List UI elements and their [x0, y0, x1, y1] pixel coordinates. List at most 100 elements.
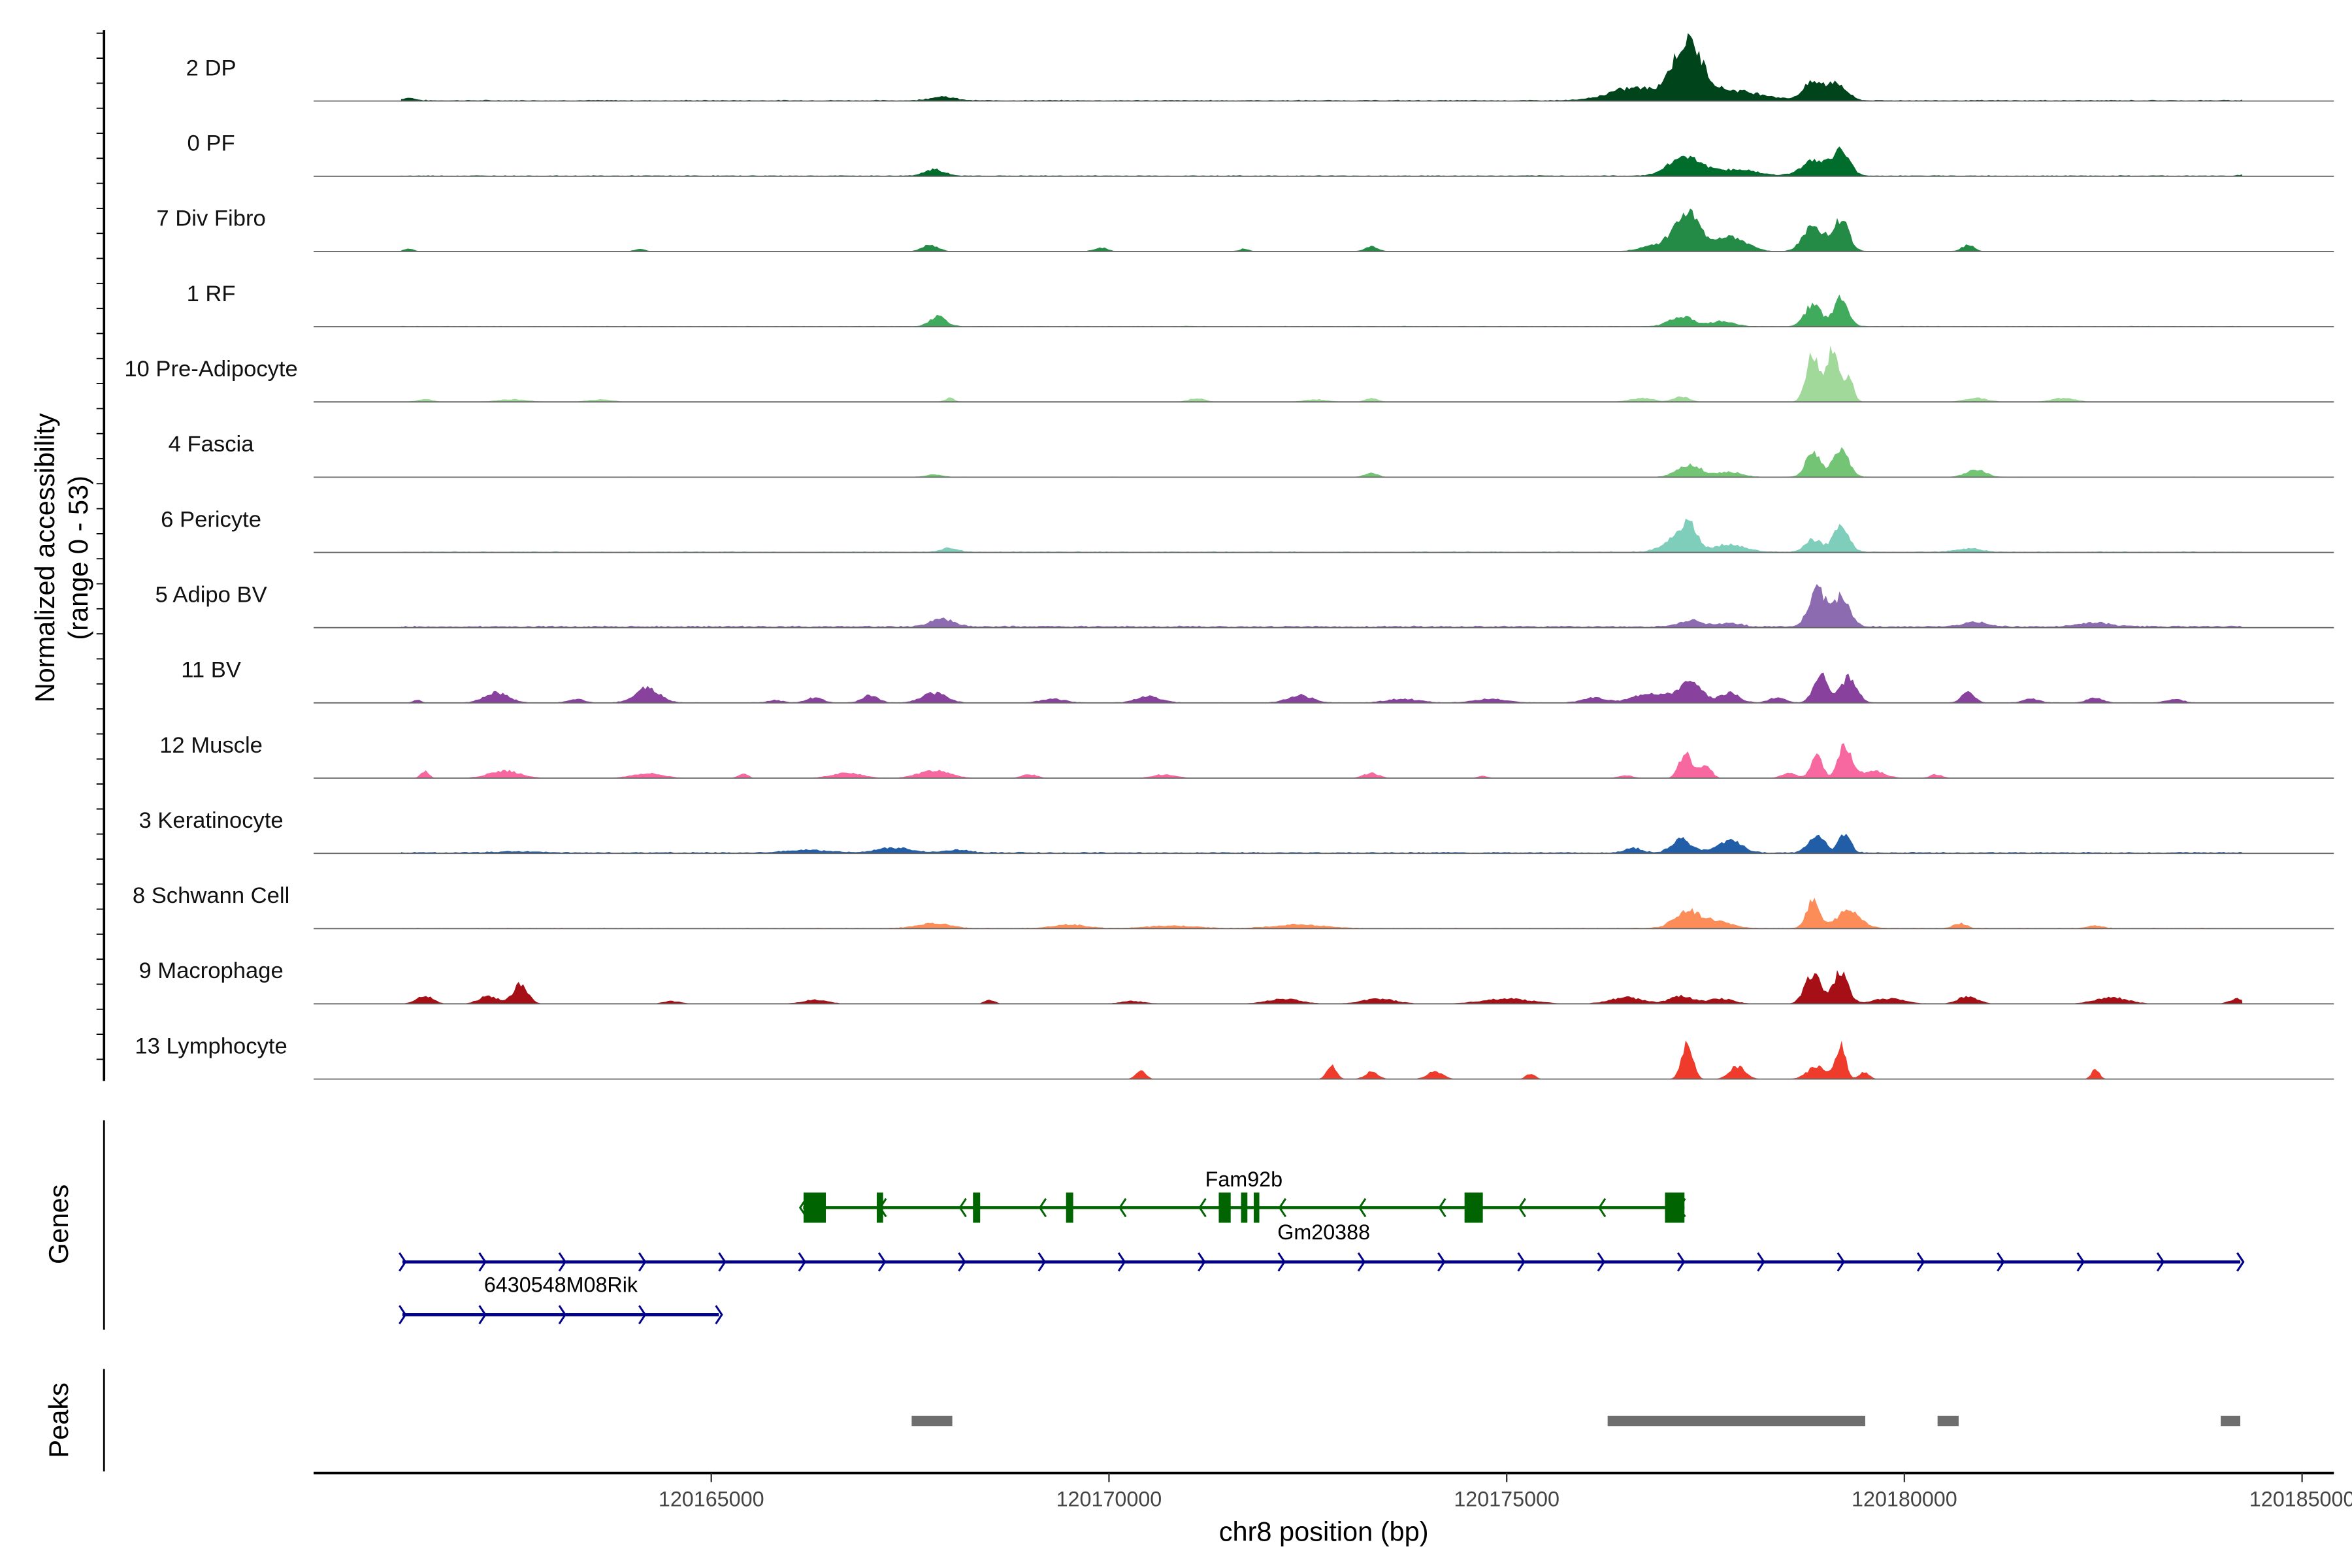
gene-label-fam92b: Fam92b — [1205, 1168, 1282, 1191]
strand-arrow-icon — [715, 1305, 723, 1324]
strand-arrow-icon — [478, 1305, 487, 1324]
track-0-pf: 0 PF — [188, 131, 2334, 177]
track-label: 10 Pre-Adipocyte — [124, 357, 298, 382]
y-axis-range-label: (range 0 - 53) — [63, 476, 93, 640]
coverage-area — [400, 518, 2243, 553]
gene-gm20388 — [399, 1252, 2245, 1272]
coverage-area — [400, 970, 2243, 1004]
exon — [1241, 1192, 1248, 1223]
strand-arrow-icon — [1037, 1252, 1046, 1272]
x-tick-label: 120180000 — [1852, 1487, 1957, 1511]
y-axis-ticks — [96, 32, 105, 1060]
coverage-area — [400, 834, 2243, 854]
track-label: 13 Lymphocyte — [135, 1034, 287, 1058]
peak-region — [911, 1415, 953, 1427]
track-10-pre-adipocyte: 10 Pre-Adipocyte — [124, 345, 2334, 403]
exon — [1254, 1192, 1260, 1223]
strand-arrow-icon — [558, 1305, 567, 1324]
x-tick-label: 120185000 — [2249, 1487, 2352, 1511]
gene-6430548m08rik — [399, 1305, 723, 1324]
strand-arrow-icon — [798, 1252, 806, 1272]
coverage-area — [400, 208, 2243, 252]
track-label: 9 Macrophage — [139, 958, 283, 983]
gene-label-gm20388: Gm20388 — [1277, 1220, 1370, 1244]
y-axis-label: Normalized accessibility — [29, 413, 60, 702]
track-11-bv: 11 BV — [181, 658, 2334, 704]
track-label: 1 RF — [187, 282, 236, 306]
coverage-area — [400, 33, 2243, 101]
exon — [1464, 1192, 1483, 1223]
strand-arrow-icon — [1357, 1252, 1366, 1272]
strand-arrow-icon — [1517, 1252, 1526, 1272]
strand-arrow-icon — [558, 1252, 567, 1272]
coverage-area — [400, 672, 2243, 703]
track-label: 4 Fascia — [169, 432, 255, 457]
strand-arrow-icon — [1916, 1252, 1925, 1272]
coverage-area — [400, 294, 2243, 327]
track-label: 12 Muscle — [159, 733, 263, 758]
track-label: 7 Div Fibro — [156, 206, 265, 231]
track-9-macrophage: 9 Macrophage — [139, 958, 2334, 1005]
peak-region — [1937, 1415, 1959, 1427]
strand-arrow-icon — [958, 1252, 966, 1272]
gene-annotations — [399, 1192, 2245, 1324]
strand-arrow-icon — [1278, 1198, 1287, 1218]
track-4-fascia: 4 Fascia — [169, 432, 2334, 478]
strand-arrow-icon — [1198, 1198, 1207, 1218]
track-3-keratinocyte: 3 Keratinocyte — [139, 808, 2334, 855]
strand-arrow-icon — [399, 1252, 407, 1272]
coverage-area — [400, 1040, 2243, 1079]
coverage-area — [400, 447, 2243, 478]
strand-arrow-icon — [1437, 1252, 1446, 1272]
x-tick-label: 120165000 — [659, 1487, 764, 1511]
coverage-area — [400, 345, 2243, 402]
strand-arrow-icon — [1117, 1252, 1126, 1272]
track-label: 5 Adipo BV — [155, 582, 267, 607]
track-6-pericyte: 6 Pericyte — [161, 507, 2334, 553]
track-8-schwann-cell: 8 Schwann Cell — [133, 883, 2334, 930]
track-1-rf: 1 RF — [187, 282, 2334, 327]
strand-arrow-icon — [1597, 1252, 1606, 1272]
strand-arrow-icon — [399, 1305, 407, 1324]
x-axis-ticks: 120165000 120170000 120175000 120180000 1201… — [659, 1473, 2352, 1511]
strand-arrow-icon — [1518, 1198, 1526, 1218]
track-5-adipo-bv: 5 Adipo BV — [155, 582, 2334, 629]
peak-region — [1607, 1415, 1865, 1427]
strand-arrow-icon — [638, 1252, 647, 1272]
strand-arrow-icon — [1277, 1252, 1286, 1272]
track-13-lymphocyte: 13 Lymphocyte — [135, 1034, 2334, 1080]
exon — [1066, 1192, 1073, 1223]
coverage-area — [400, 898, 2243, 929]
gene-label-6430548m08rik: 6430548M08Rik — [484, 1273, 638, 1297]
strand-arrow-icon — [1997, 1252, 2005, 1272]
track-7-div-fibro: 7 Div Fibro — [156, 206, 2334, 252]
coverage-area — [400, 743, 2243, 778]
track-label: 6 Pericyte — [161, 507, 261, 532]
exon — [876, 1192, 883, 1223]
strand-arrow-icon — [1358, 1198, 1367, 1218]
peak-regions — [911, 1415, 2241, 1427]
exon — [803, 1192, 826, 1223]
strand-arrow-icon — [718, 1252, 727, 1272]
exon — [1218, 1192, 1231, 1223]
peaks-panel-label: Peaks — [43, 1382, 74, 1458]
peak-region — [2221, 1415, 2241, 1427]
genes-panel-label: Genes — [43, 1184, 74, 1264]
strand-arrow-icon — [958, 1198, 967, 1218]
x-tick-label: 120170000 — [1056, 1487, 1162, 1511]
track-label: 3 Keratinocyte — [139, 808, 283, 833]
coverage-area — [400, 146, 2243, 176]
track-label: 11 BV — [181, 658, 241, 683]
strand-arrow-icon — [1677, 1252, 1686, 1272]
strand-arrow-icon — [1757, 1252, 1765, 1272]
track-12-muscle: 12 Muscle — [159, 733, 2334, 779]
strand-arrow-icon — [877, 1252, 887, 1272]
x-axis-label: chr8 position (bp) — [1219, 1516, 1429, 1546]
strand-arrow-icon — [478, 1252, 487, 1272]
gene-fam92b — [798, 1192, 1686, 1223]
strand-arrow-icon — [1038, 1198, 1047, 1218]
coverage-area — [400, 583, 2243, 628]
strand-arrow-icon — [638, 1305, 647, 1324]
strand-arrow-icon — [2076, 1252, 2085, 1272]
